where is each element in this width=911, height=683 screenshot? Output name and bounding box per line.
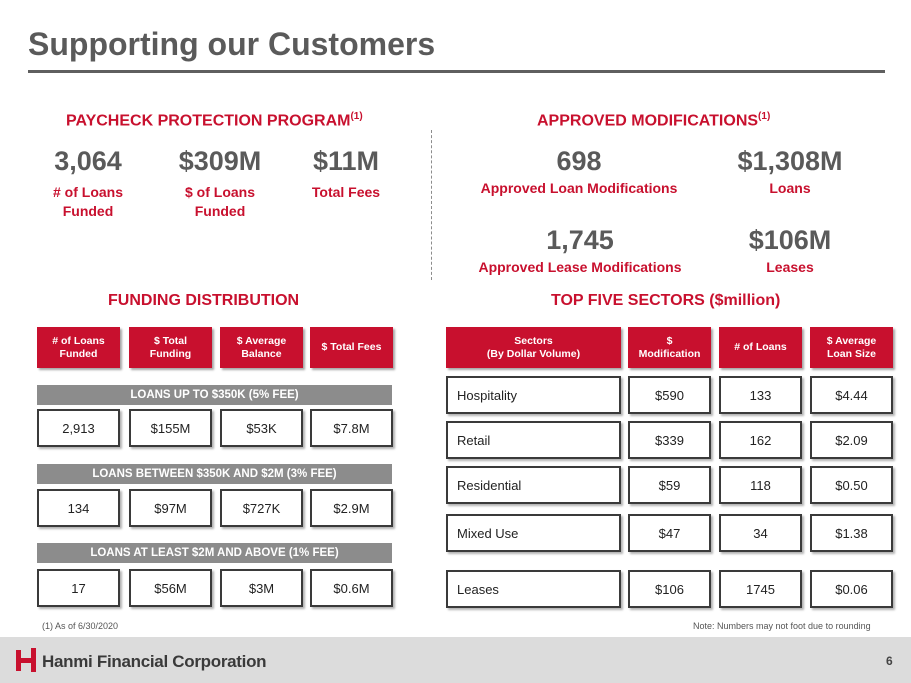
funding-header-line: $ Average (236, 334, 287, 347)
sector-modification: $590 (628, 376, 711, 414)
mod-stat-value: $106M (748, 225, 832, 255)
modifications-heading-text: APPROVED MODIFICATIONS (537, 112, 759, 130)
funding-cell: $97M (129, 489, 212, 527)
sectors-heading: TOP FIVE SECTORS ($million) (551, 292, 781, 309)
ppp-stat-value: $309M (178, 146, 262, 176)
mod-stat-label: Leases (766, 259, 814, 275)
mod-stat-label: Approved Lease Modifications (478, 259, 682, 275)
mod-stat-value: 698 (556, 146, 602, 176)
section-divider (431, 130, 432, 280)
title-divider (28, 70, 885, 73)
sectors-header-line: $ (666, 334, 673, 347)
sector-avg: $2.09 (810, 421, 893, 459)
funding-header-line: # of Loans (52, 334, 105, 347)
funding-cell: 134 (37, 489, 120, 527)
funding-cell: 17 (37, 569, 120, 607)
modifications-heading-footnote: (1) (758, 111, 771, 122)
funding-cell: $56M (129, 569, 212, 607)
sector-loans: 118 (719, 466, 802, 504)
sector-avg: $4.44 (810, 376, 893, 414)
sector-modification: $106 (628, 570, 711, 608)
ppp-stat-value: $11M (312, 146, 380, 176)
funding-header-line: Funding (149, 347, 192, 360)
sector-avg: $0.06 (810, 570, 893, 608)
rounding-note: Note: Numbers may not foot due to roundi… (693, 621, 871, 631)
mod-stat-value: $1,308M (737, 146, 843, 176)
ppp-stat-label: # of Loans (52, 184, 123, 200)
sector-name: Residential (446, 466, 621, 504)
sectors-header-line: Modification (638, 347, 701, 360)
sector-name: Mixed Use (446, 514, 621, 552)
ppp-heading: PAYCHECK PROTECTION PROGRAM(1) (66, 111, 363, 130)
page-title: Supporting our Customers (28, 26, 436, 62)
funding-header-line: $ Total (153, 334, 188, 347)
funding-header-line: Funded (59, 347, 98, 360)
ppp-stat-label: Total Fees (311, 184, 381, 200)
funding-header-loans: # of Loans Funded (37, 327, 120, 368)
ppp-stat-loans: 3,064 # of Loans Funded (36, 146, 140, 221)
sectors-header-avg-size: $ Average Loan Size (810, 327, 893, 368)
sector-modification: $339 (628, 421, 711, 459)
ppp-stat-dollars: $309M $ of Loans Funded (160, 146, 280, 221)
sector-modification: $59 (628, 466, 711, 504)
company-logo-icon (16, 648, 38, 672)
funding-cell: $0.6M (310, 569, 393, 607)
ppp-stat-label: Funded (62, 203, 114, 219)
modifications-heading: APPROVED MODIFICATIONS(1) (537, 111, 770, 130)
footer-bar (0, 637, 911, 683)
sector-loans: 162 (719, 421, 802, 459)
footnote: (1) As of 6/30/2020 (42, 621, 119, 631)
sector-avg: $0.50 (810, 466, 893, 504)
funding-band: LOANS AT LEAST $2M AND ABOVE (1% FEE) (37, 543, 392, 563)
mod-stat-leases: $106M Leases (716, 225, 864, 277)
funding-cell: $3M (220, 569, 303, 607)
funding-header-line: Balance (241, 347, 282, 360)
sectors-header-line: # of Loans (734, 341, 787, 353)
ppp-stat-label: Funded (194, 203, 246, 219)
sector-name: Hospitality (446, 376, 621, 414)
funding-cell: $155M (129, 409, 212, 447)
sector-loans: 1745 (719, 570, 802, 608)
sectors-header-loans: # of Loans (719, 327, 802, 368)
funding-cell: $53K (220, 409, 303, 447)
mod-stat-loans: $1,308M Loans (710, 146, 870, 198)
mod-stat-label: Loans (769, 180, 811, 196)
sectors-header-line: Sectors (514, 334, 553, 347)
sector-name: Retail (446, 421, 621, 459)
ppp-stat-fees: $11M Total Fees (292, 146, 400, 202)
funding-cell: 2,913 (37, 409, 120, 447)
funding-header-total-funding: $ Total Funding (129, 327, 212, 368)
ppp-heading-footnote: (1) (350, 111, 363, 122)
sectors-header-line: $ Average (826, 334, 877, 347)
funding-cell: $727K (220, 489, 303, 527)
funding-band: LOANS BETWEEN $350K AND $2M (3% FEE) (37, 464, 392, 484)
sector-loans: 34 (719, 514, 802, 552)
sector-modification: $47 (628, 514, 711, 552)
sector-loans: 133 (719, 376, 802, 414)
ppp-stat-value: 3,064 (54, 146, 122, 176)
company-name: Hanmi Financial Corporation (42, 652, 267, 671)
mod-stat-loan-mods: 698 Approved Loan Modifications (464, 146, 694, 198)
ppp-heading-text: PAYCHECK PROTECTION PROGRAM (66, 112, 351, 130)
funding-header-total-fees: $ Total Fees (310, 327, 393, 368)
funding-header-avg-balance: $ Average Balance (220, 327, 303, 368)
funding-band: LOANS UP TO $350K (5% FEE) (37, 385, 392, 405)
sectors-header-line: (By Dollar Volume) (486, 347, 581, 360)
funding-heading: FUNDING DISTRIBUTION (108, 292, 300, 309)
page-number: 6 (886, 654, 893, 668)
mod-stat-lease-mods: 1,745 Approved Lease Modifications (460, 225, 700, 277)
sectors-header-sector: Sectors (By Dollar Volume) (446, 327, 621, 368)
funding-header-line: $ Total Fees (321, 341, 382, 353)
sector-avg: $1.38 (810, 514, 893, 552)
sectors-header-line: Loan Size (826, 347, 876, 360)
sector-name: Leases (446, 570, 621, 608)
funding-cell: $2.9M (310, 489, 393, 527)
funding-cell: $7.8M (310, 409, 393, 447)
ppp-stat-label: $ of Loans (184, 184, 255, 200)
sectors-header-modification: $ Modification (628, 327, 711, 368)
mod-stat-label: Approved Loan Modifications (480, 180, 678, 196)
mod-stat-value: 1,745 (546, 225, 614, 255)
